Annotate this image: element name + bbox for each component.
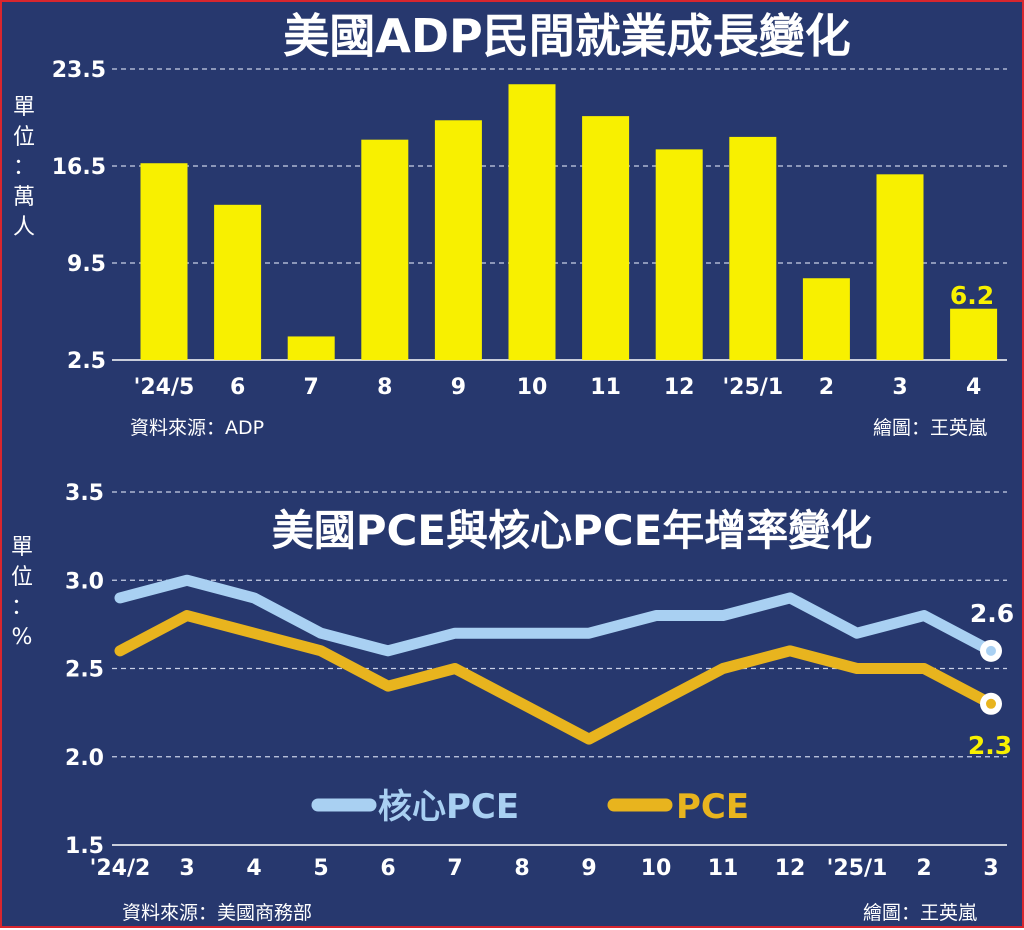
bottom-end-label-pce: 2.3 [968, 731, 1012, 760]
bottom-series-lines [114, 574, 1002, 745]
bar-9 [802, 278, 850, 360]
bottom-gridlines [112, 491, 1007, 846]
top-x-tick-label: '24/5 [134, 375, 195, 400]
bottom-x-tick-label: '25/1 [827, 856, 888, 881]
bottom-x-tick-label: 2 [916, 856, 931, 881]
bottom-y-tick-label: 2.5 [65, 658, 104, 683]
bar-8 [729, 136, 777, 360]
bottom-x-tick-label: 3 [983, 856, 998, 881]
top-gridlines [112, 68, 1007, 361]
bottom-unit-label-char: % [12, 625, 33, 650]
bottom-x-tick-label: 4 [246, 856, 261, 881]
top-x-tick-label: 7 [304, 375, 319, 400]
bottom-unit-label-char: 位 [11, 565, 33, 590]
bottom-unit-label: 單位 ：% [11, 535, 33, 650]
bottom-x-tick-label: 8 [514, 856, 529, 881]
bottom-x-tick-label: 5 [313, 856, 328, 881]
top-x-tick-label: '25/1 [722, 375, 783, 400]
top-y-tick-label: 16.5 [52, 155, 106, 180]
bottom-end-label-core: 2.6 [970, 599, 1014, 628]
top-last-value-label: 6.2 [950, 281, 994, 310]
bar-11 [950, 308, 998, 360]
series-end-marker-inner [986, 698, 996, 709]
bottom-x-tick-label: 10 [641, 856, 672, 881]
top-x-tick-label: 11 [590, 375, 621, 400]
bottom-x-tick-label: 7 [447, 856, 462, 881]
bottom-y-tick-label: 3.5 [65, 481, 104, 506]
top-x-tick-label: 10 [517, 375, 548, 400]
bottom-chart-title: 美國PCE與核心PCE年增率變化 [272, 506, 873, 555]
top-y-tick-labels: 2.5 9.5 16.5 23.5 [52, 58, 106, 374]
bottom-unit-label-char: ： [11, 595, 33, 620]
top-unit-label-char: ： [13, 155, 35, 180]
series-end-marker-inner [986, 645, 996, 656]
top-unit-label-char: 單 [13, 95, 35, 120]
top-x-tick-label: 8 [377, 375, 392, 400]
top-x-tick-label: 3 [892, 375, 907, 400]
bottom-x-tick-label: 6 [380, 856, 395, 881]
top-y-tick-label: 9.5 [67, 252, 106, 277]
bottom-x-tick-label: 11 [708, 856, 739, 881]
bottom-y-tick-labels: 1.5 2.0 2.5 3.0 3.5 [65, 481, 104, 859]
bar-10 [876, 174, 924, 360]
top-unit-label-char: 位 [13, 125, 35, 150]
bottom-x-tick-label: 9 [581, 856, 596, 881]
bottom-source: 資料來源：美國商務部 [122, 902, 312, 924]
top-unit-label-char: 人 [13, 215, 35, 240]
bar-4 [434, 120, 482, 361]
top-x-tick-labels: '24/5 6 7 8 9 10 11 12 '25/1 2 3 4 [134, 375, 982, 400]
bottom-x-tick-labels: '24/2 3 4 5 6 7 8 9 10 11 12 '25/1 2 3 [90, 856, 999, 881]
bottom-x-tick-label: '24/2 [90, 856, 151, 881]
bottom-credit: 繪圖：王英嵐 [863, 902, 977, 924]
bar-6 [582, 116, 630, 360]
top-x-tick-label: 12 [664, 375, 695, 400]
bottom-y-tick-label: 1.5 [65, 834, 104, 859]
top-y-tick-label: 2.5 [67, 349, 106, 374]
series-line-pce [114, 610, 997, 745]
bottom-x-tick-label: 3 [179, 856, 194, 881]
bar-2 [287, 336, 335, 360]
top-x-tick-label: 9 [451, 375, 466, 400]
legend-label-pce: PCE [676, 787, 749, 827]
top-y-tick-label: 23.5 [52, 58, 106, 83]
bottom-y-tick-label: 2.0 [65, 746, 104, 771]
top-unit-label-char: 萬 [13, 185, 35, 210]
bottom-y-tick-label: 3.0 [65, 569, 104, 594]
bar-7 [655, 149, 703, 360]
series-line-core-pce [114, 574, 997, 657]
bottom-legend: 核心PCE PCE [311, 787, 749, 827]
bottom-x-tick-label: 12 [775, 856, 806, 881]
top-x-tick-label: 2 [819, 375, 834, 400]
bar-3 [361, 139, 409, 360]
top-unit-label: 單位 ： 萬人 [13, 95, 35, 240]
bar-1 [214, 204, 262, 360]
bar-5 [508, 84, 556, 360]
top-chart-title: 美國ADP民間就業成長變化 [283, 9, 851, 63]
bar-0 [140, 163, 188, 360]
bottom-unit-label-char: 單 [11, 535, 33, 560]
top-x-tick-label: 6 [230, 375, 245, 400]
top-credit: 繪圖：王英嵐 [873, 417, 987, 439]
legend-label-core: 核心PCE [378, 787, 519, 827]
top-bars [140, 84, 998, 361]
top-source: 資料來源：ADP [130, 417, 264, 439]
top-x-tick-label: 4 [966, 375, 981, 400]
